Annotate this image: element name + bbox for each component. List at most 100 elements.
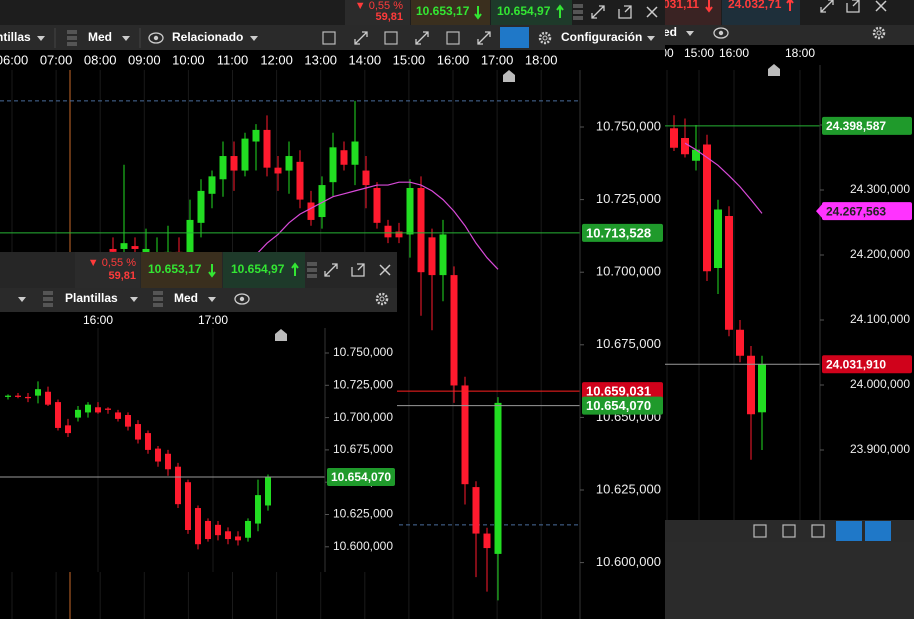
candle-body: [65, 425, 71, 434]
settings-menu[interactable]: Configuración: [561, 30, 642, 44]
candle-body: [265, 477, 271, 506]
gear-icon[interactable]: [872, 26, 886, 40]
tool-button-3[interactable]: [415, 31, 429, 45]
toolbar-bg: [0, 288, 397, 312]
dropdown-caret[interactable]: [37, 36, 45, 41]
time-label: 15:00: [684, 46, 714, 60]
candle-body: [318, 185, 326, 218]
visibility-icon[interactable]: [713, 27, 729, 39]
price-tick-label: 24.000,000: [850, 377, 910, 391]
home-marker: [503, 70, 515, 82]
icon: [375, 292, 389, 306]
ask-box[interactable]: [491, 0, 572, 25]
icon: [67, 42, 77, 46]
templates-icon[interactable]: [43, 291, 53, 307]
ask-box[interactable]: [223, 252, 305, 288]
time-label: 17:00: [481, 52, 514, 67]
period-menu[interactable]: ed: [663, 25, 677, 39]
time-label: 10:00: [172, 52, 205, 67]
tool-button-5[interactable]: [477, 31, 491, 45]
price-tick-label: 10.600,000: [333, 539, 393, 553]
marker-label: 10.654,070: [586, 398, 651, 413]
detach-button[interactable]: [351, 263, 365, 277]
dropdown-caret[interactable]: [130, 297, 138, 302]
candle-body: [340, 150, 348, 165]
tool-button-1[interactable]: [354, 31, 368, 45]
zoom-button-2[interactable]: [811, 524, 825, 538]
price-tick-label: 10.725,000: [596, 191, 661, 206]
price-marker: 10.713,528: [582, 223, 663, 242]
visibility-icon[interactable]: [148, 32, 164, 44]
tool-button-2[interactable]: [384, 31, 398, 45]
period-menu[interactable]: Med: [174, 291, 198, 305]
maximize-button[interactable]: [820, 0, 834, 13]
volume-button[interactable]: [307, 262, 317, 278]
time-label: 13:00: [304, 52, 337, 67]
close-button[interactable]: [875, 0, 887, 12]
dropdown-caret[interactable]: [208, 297, 216, 302]
candle-type-icon[interactable]: [67, 30, 77, 46]
selected-tool[interactable]: [500, 27, 529, 48]
candle-body: [75, 409, 81, 418]
dropdown-caret[interactable]: [18, 297, 26, 302]
candle-body: [296, 161, 304, 200]
volume-button[interactable]: [573, 4, 583, 20]
candle-type-icon[interactable]: [153, 291, 163, 307]
close-button[interactable]: [646, 6, 658, 18]
candle-body: [185, 482, 191, 531]
templates-menu[interactable]: Plantillas: [0, 30, 31, 44]
dropdown-caret[interactable]: [686, 31, 694, 36]
maximize-button[interactable]: [591, 5, 605, 19]
dropdown-caret[interactable]: [122, 36, 130, 41]
icon: [351, 263, 365, 277]
icon: [415, 31, 429, 45]
price-axis: 10.750,000 10.725,000 10.700,000 10.675,000…: [324, 328, 397, 572]
candle-body: [175, 466, 181, 505]
icon: [234, 293, 250, 305]
detach-button[interactable]: [846, 0, 860, 13]
price-tick-label: 10.700,000: [596, 264, 661, 279]
period-menu[interactable]: Med: [88, 30, 112, 44]
icon: [573, 4, 583, 8]
templates-menu[interactable]: Plantillas: [65, 291, 118, 305]
time-label: 11:00: [217, 52, 249, 67]
price-tick-label: 10.750,000: [596, 118, 661, 133]
visibility-icon[interactable]: [234, 293, 250, 305]
candle-body: [115, 412, 121, 419]
arrow-up: [556, 4, 564, 18]
autoscale-button[interactable]: [865, 521, 891, 541]
bid-box[interactable]: [411, 0, 490, 25]
dropdown-caret[interactable]: [250, 36, 258, 41]
candle-body: [351, 141, 359, 165]
zoom-button-1[interactable]: [782, 524, 796, 538]
icon: [354, 31, 368, 45]
icon: [153, 297, 163, 301]
marker-label: 10.659,031: [586, 384, 651, 399]
candle-body: [417, 187, 425, 273]
candle-body: [125, 415, 131, 427]
candle-body: [472, 487, 480, 534]
marker-box: [582, 396, 663, 415]
bid-box[interactable]: [141, 252, 222, 288]
candle-body: [428, 237, 436, 276]
candle-body: [736, 329, 744, 356]
gear-icon[interactable]: [538, 31, 552, 45]
price-axis-bg: [820, 65, 914, 520]
bid-box[interactable]: [665, 0, 721, 25]
change-points: 59,81: [108, 270, 136, 282]
candle-body: [395, 231, 403, 238]
icon: [573, 16, 583, 20]
crosshair-button[interactable]: [836, 521, 862, 541]
change-percent: ▼ 0,55 %: [88, 257, 136, 269]
related-menu[interactable]: Relacionado: [172, 30, 243, 44]
detach-button[interactable]: [618, 5, 632, 19]
icon: [67, 36, 77, 40]
ask-box[interactable]: [722, 0, 800, 25]
tool-button-0[interactable]: [322, 31, 336, 45]
zoom-button-0[interactable]: [753, 524, 767, 538]
tool-button-4[interactable]: [446, 31, 460, 45]
close-button[interactable]: [379, 264, 391, 276]
gear-icon[interactable]: [375, 292, 389, 306]
dropdown-caret[interactable]: [647, 36, 655, 41]
maximize-button[interactable]: [324, 263, 338, 277]
